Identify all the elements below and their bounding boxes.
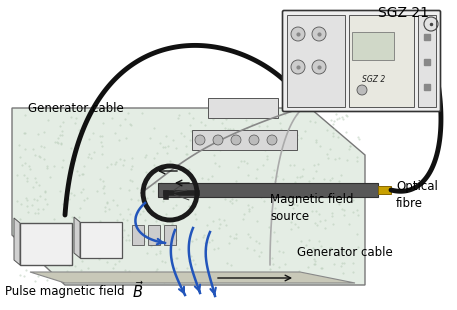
Circle shape [357,85,367,95]
Polygon shape [158,183,378,197]
Bar [164,225,176,245]
Bar [208,98,278,118]
Circle shape [312,27,326,41]
Text: Magnetic field
source: Magnetic field source [270,193,354,223]
Bar [80,222,122,258]
Circle shape [195,135,205,145]
Polygon shape [378,186,391,194]
Bar [287,15,345,107]
Text: Optical
fibre: Optical fibre [396,180,438,210]
Bar [148,225,160,245]
Polygon shape [74,217,80,258]
Bar [349,15,414,107]
Circle shape [213,135,223,145]
Text: SGZ 2: SGZ 2 [362,76,386,85]
Text: Generator cable: Generator cable [297,246,393,259]
Polygon shape [14,218,20,265]
Bar [192,130,297,150]
Bar [132,225,144,245]
Circle shape [249,135,259,145]
Text: Pulse magnetic field: Pulse magnetic field [5,285,125,298]
Polygon shape [12,108,365,285]
Circle shape [291,60,305,74]
FancyBboxPatch shape [282,11,441,112]
Text: Generator cable: Generator cable [28,102,124,115]
Bar [418,15,436,107]
Text: $\vec{B}$: $\vec{B}$ [132,281,144,301]
Circle shape [231,135,241,145]
Text: SGZ 21: SGZ 21 [378,6,429,20]
Polygon shape [30,272,355,283]
Bar [352,32,394,60]
Bar [20,223,72,265]
Circle shape [267,135,277,145]
Circle shape [291,27,305,41]
Circle shape [312,60,326,74]
